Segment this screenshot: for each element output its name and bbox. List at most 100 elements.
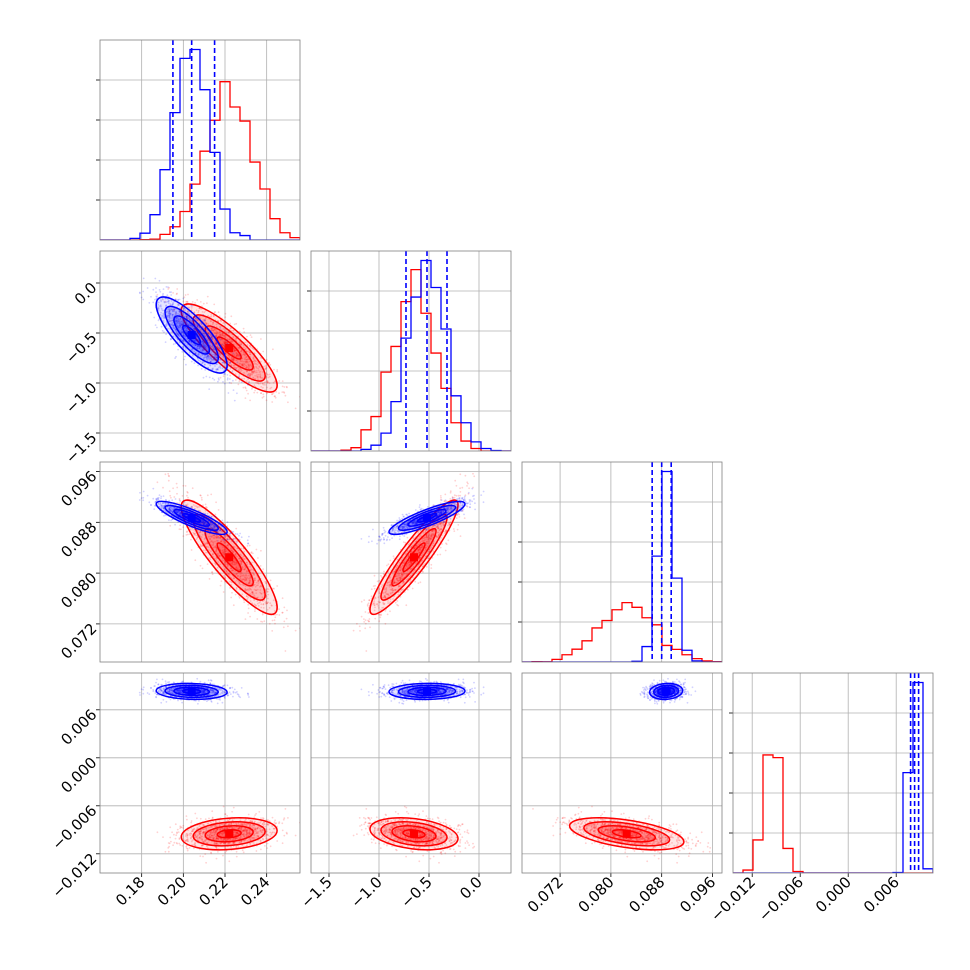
scatter-point [232, 357, 235, 360]
scatter-point [206, 357, 208, 360]
scatter-point [160, 311, 162, 314]
scatter-point [184, 294, 187, 296]
scatter-point [246, 545, 249, 547]
scatter-point [222, 328, 225, 330]
scatter-point [238, 341, 241, 344]
scatter-point [230, 357, 233, 360]
density-peak [187, 513, 196, 522]
scatter-point [195, 324, 198, 326]
scatter-point [212, 330, 215, 332]
scatter-point [245, 350, 248, 353]
scatter-point [209, 340, 212, 343]
scatter-point [194, 534, 197, 536]
scatter-point [200, 323, 203, 326]
scatter-point [219, 338, 221, 341]
scatter-point [209, 537, 211, 540]
scatter-point [208, 355, 211, 358]
scatter-point [182, 526, 185, 528]
scatter-point [255, 370, 258, 372]
scatter-point [229, 538, 232, 541]
scatter-point [228, 572, 231, 575]
scatter-point [196, 332, 199, 334]
scatter-point [179, 318, 182, 321]
scatter-point [190, 307, 193, 309]
scatter-point [249, 363, 252, 366]
scatter-point [253, 359, 256, 361]
scatter-point [221, 522, 224, 525]
scatter-point [233, 358, 236, 360]
scatter-point [208, 341, 211, 344]
scatter-point [211, 353, 214, 356]
scatter-point [204, 348, 206, 351]
scatter-point [223, 548, 226, 551]
scatter-point [171, 315, 174, 317]
scatter-point [242, 575, 244, 577]
scatter-point [252, 371, 255, 373]
scatter-point [198, 334, 201, 336]
scatter-point [232, 557, 235, 560]
scatter-point [209, 349, 212, 352]
scatter-point [170, 308, 173, 311]
scatter-point [156, 295, 158, 298]
scatter-point [227, 573, 230, 575]
scatter-point [169, 323, 172, 326]
scatter-point [196, 319, 199, 321]
scatter-point [278, 614, 281, 616]
scatter-point [165, 286, 168, 288]
scatter-point [248, 345, 251, 347]
scatter-point [204, 346, 206, 349]
scatter-point [213, 525, 216, 528]
scatter-point [247, 384, 249, 386]
scatter-point [202, 504, 204, 507]
scatter-point [220, 343, 223, 346]
scatter-point [231, 591, 233, 594]
scatter-point [210, 314, 213, 316]
scatter-point [217, 380, 219, 383]
scatter-point [168, 320, 171, 323]
scatter-point [185, 315, 188, 318]
scatter-point [189, 324, 191, 327]
scatter-point [194, 344, 196, 346]
scatter-point [250, 336, 253, 338]
scatter-point [204, 356, 207, 359]
scatter-point [174, 335, 177, 338]
scatter-point [154, 298, 156, 301]
scatter-point [260, 392, 262, 395]
scatter-point [187, 311, 190, 314]
scatter-point [210, 336, 213, 338]
scatter-point [183, 321, 186, 324]
scatter-point [171, 308, 174, 311]
scatter-point [232, 364, 235, 366]
scatter-point [370, 588, 373, 591]
y-tick-label: −1.5 [62, 429, 100, 467]
scatter-point [175, 482, 178, 485]
scatter-point [221, 519, 224, 522]
scatter-point [221, 342, 224, 345]
scatter-point [200, 344, 203, 346]
scatter-point [253, 594, 256, 597]
scatter-point [218, 352, 221, 355]
scatter-point [207, 314, 209, 317]
scatter-point [180, 323, 183, 325]
scatter-point [186, 531, 188, 533]
scatter-point [222, 375, 225, 377]
scatter-point [263, 620, 266, 623]
scatter-point [185, 322, 188, 325]
scatter-point [176, 316, 179, 319]
scatter-point [281, 611, 284, 614]
scatter-point [235, 359, 237, 361]
scatter-point [246, 358, 249, 361]
scatter-point [186, 491, 189, 494]
scatter-point [231, 563, 234, 566]
scatter-point [238, 596, 241, 599]
scatter-point [190, 360, 193, 363]
scatter-point [186, 300, 189, 303]
scatter-point [210, 346, 213, 348]
scatter-point [180, 320, 183, 323]
scatter-point [273, 587, 275, 590]
scatter-point [240, 350, 243, 353]
scatter-point [247, 363, 250, 366]
scatter-point [458, 516, 461, 518]
scatter-point [235, 561, 237, 564]
scatter-point [223, 345, 225, 347]
